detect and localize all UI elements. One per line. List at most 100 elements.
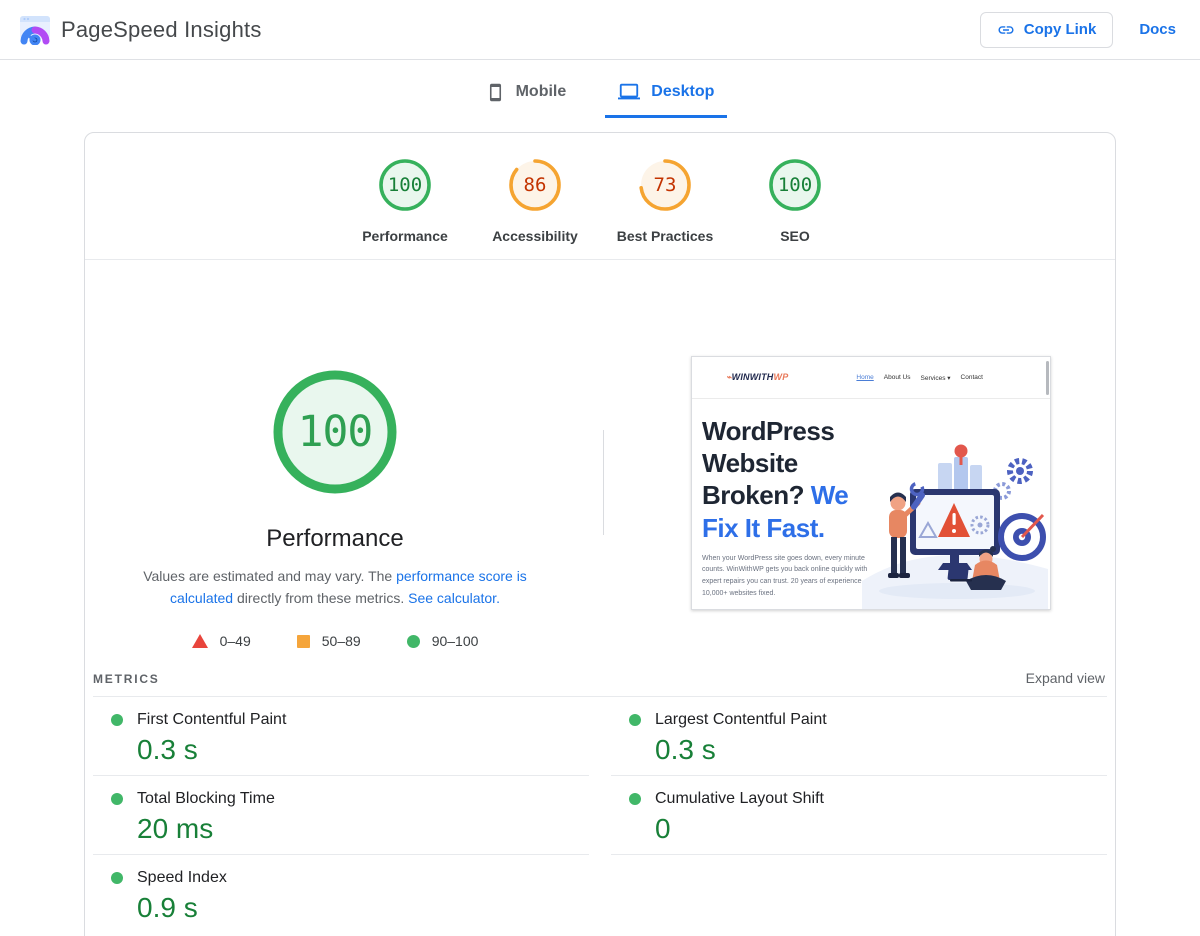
copy-link-button[interactable]: Copy Link	[979, 11, 1114, 48]
accessibility-gauge: 86	[507, 157, 563, 213]
performance-gauge: 100	[377, 157, 433, 213]
page-title: PageSpeed Insights	[61, 16, 262, 42]
good-dot-icon	[629, 793, 641, 805]
seo-score: 100	[777, 174, 813, 196]
performance-description: Values are estimated and may vary. The p…	[120, 565, 550, 609]
preview-site-logo: ⌁WINWITHWP	[726, 372, 788, 383]
description-text-2: directly from these metrics.	[233, 590, 409, 606]
logo-text-1: WINWITH	[731, 372, 774, 382]
metric-speed-index: Speed Index 0.9 s	[93, 855, 589, 934]
best-practices-label: Best Practices	[616, 228, 714, 244]
performance-main-gauge: 100	[271, 368, 399, 496]
performance-summary: 100 Performance Values are estimated and…	[85, 260, 585, 670]
hero-illustration	[862, 444, 1048, 609]
preview-heading: WordPress Website Broken? We Fix It Fast…	[702, 415, 862, 544]
copy-link-label: Copy Link	[1023, 21, 1097, 38]
metrics-column-right: Largest Contentful Paint 0.3 s Cumulativ…	[611, 697, 1107, 934]
heading-dark: WordPress Website Broken?	[702, 416, 835, 511]
preview-nav: ⌁WINWITHWP Home About Us Services ▾ Cont…	[692, 357, 1050, 399]
metrics-header: METRICS Expand view	[85, 670, 1115, 696]
metrics-column-left: First Contentful Paint 0.3 s Total Block…	[93, 697, 589, 934]
device-tabbar: Mobile Desktop	[0, 60, 1200, 118]
preview-paragraph: When your WordPress site goes down, ever…	[702, 554, 868, 597]
metric-first-contentful-paint: First Contentful Paint 0.3 s	[93, 697, 589, 776]
legend-good: 90–100	[406, 633, 479, 649]
link-icon	[998, 25, 1014, 34]
legend-poor: 0–49	[191, 633, 251, 649]
performance-main-score: 100	[297, 407, 374, 457]
category-scores-row: 100 Performance 86 Accessibility 73 Best…	[85, 133, 1115, 259]
site-screenshot-thumbnail[interactable]: ⌁WINWITHWP Home About Us Services ▾ Cont…	[691, 356, 1051, 610]
performance-section: 100 Performance Values are estimated and…	[85, 260, 1115, 670]
metric-value: 20 ms	[137, 813, 214, 844]
seo-label: SEO	[780, 228, 810, 244]
metric-name: Cumulative Layout Shift	[655, 790, 824, 807]
metric-total-blocking-time: Total Blocking Time 20 ms	[93, 776, 589, 855]
tab-mobile-label: Mobile	[515, 83, 567, 100]
metrics-divider	[93, 696, 1107, 697]
metrics-section-label: METRICS	[93, 672, 160, 686]
expand-view-button[interactable]: Expand view	[1025, 670, 1105, 686]
score-calc-link[interactable]: performance score is calculated	[170, 568, 527, 606]
metric-value: 0.3 s	[137, 734, 198, 765]
laptop-icon	[618, 83, 641, 100]
see-calculator-link[interactable]: See calculator.	[408, 590, 500, 606]
preview-hero: WordPress Website Broken? We Fix It Fast…	[692, 399, 1050, 609]
best-practices-score: 73	[653, 174, 677, 196]
good-dot-icon	[111, 872, 123, 884]
legend-poor-range: 0–49	[219, 633, 251, 649]
score-best-practices[interactable]: 73 Best Practices	[600, 157, 730, 244]
preview-nav-home: Home	[856, 373, 874, 381]
performance-section-title: Performance	[266, 525, 404, 552]
logo-text-2: WP	[773, 372, 789, 382]
seo-gauge: 100	[767, 157, 823, 213]
legend-average-range: 50–89	[321, 633, 361, 649]
metric-value: 0.9 s	[137, 892, 198, 923]
performance-label: Performance	[362, 228, 448, 244]
tab-desktop-label: Desktop	[651, 83, 715, 100]
legend-good-range: 90–100	[431, 633, 479, 649]
metric-value: 0	[655, 813, 671, 844]
score-performance[interactable]: 100 Performance	[340, 157, 470, 244]
preview-scrollbar	[1046, 361, 1049, 395]
poor-triangle-icon	[191, 634, 208, 648]
pagespeed-logo-icon	[20, 15, 50, 45]
metric-largest-contentful-paint: Largest Contentful Paint 0.3 s	[611, 697, 1107, 776]
report-card: 100 Performance 86 Accessibility 73 Best…	[84, 132, 1116, 936]
preview-nav-contact: Contact	[960, 373, 983, 381]
heading-blue: We Fix It Fast.	[702, 480, 849, 543]
preview-copy: WordPress Website Broken? We Fix It Fast…	[702, 415, 870, 609]
metric-cumulative-layout-shift: Cumulative Layout Shift 0	[611, 776, 1107, 855]
smartphone-icon	[489, 83, 501, 101]
metric-name: Speed Index	[137, 869, 227, 886]
wrench-mark: ⌁	[726, 372, 732, 382]
good-dot-icon	[629, 714, 641, 726]
score-seo[interactable]: 100 SEO	[730, 157, 860, 244]
preview-nav-services: Services ▾	[920, 374, 951, 382]
metric-value: 0.3 s	[655, 734, 716, 765]
description-text: Values are estimated and may vary. The	[143, 568, 397, 584]
average-square-icon	[296, 634, 310, 648]
good-circle-icon	[406, 634, 420, 648]
accessibility-score: 86	[523, 174, 547, 196]
performance-score: 100	[387, 174, 423, 196]
metrics-grid: First Contentful Paint 0.3 s Total Block…	[85, 697, 1115, 934]
score-legend: 0–49 50–89 90–100	[191, 633, 479, 649]
good-dot-icon	[111, 793, 123, 805]
preview-nav-about: About Us	[883, 373, 911, 381]
top-bar: PageSpeed Insights Copy Link Docs	[0, 0, 1200, 60]
accessibility-label: Accessibility	[492, 228, 578, 244]
tab-desktop[interactable]: Desktop	[605, 72, 728, 118]
top-bar-actions: Copy Link Docs	[979, 11, 1184, 48]
docs-link[interactable]: Docs	[1139, 21, 1176, 38]
vertical-divider	[603, 430, 604, 535]
good-dot-icon	[111, 714, 123, 726]
legend-average: 50–89	[296, 633, 361, 649]
tab-mobile[interactable]: Mobile	[473, 72, 580, 118]
score-accessibility[interactable]: 86 Accessibility	[470, 157, 600, 244]
metric-name: Total Blocking Time	[137, 790, 275, 807]
metric-name: Largest Contentful Paint	[655, 711, 827, 728]
preview-column: ⌁WINWITHWP Home About Us Services ▾ Cont…	[604, 260, 1115, 670]
metric-name: First Contentful Paint	[137, 711, 287, 728]
best-practices-gauge: 73	[637, 157, 693, 213]
